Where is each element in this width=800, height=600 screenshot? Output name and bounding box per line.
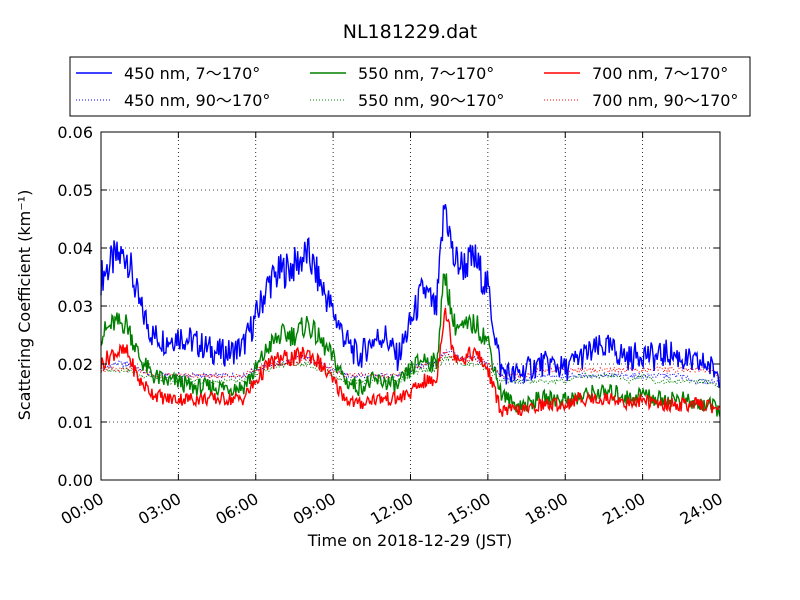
y-tick-label: 0.06	[57, 123, 93, 142]
series-line	[100, 349, 721, 385]
series-line	[100, 307, 721, 417]
y-tick-label: 0.03	[57, 297, 93, 316]
y-tick-label: 0.04	[57, 239, 93, 258]
chart-title: NL181229.dat	[343, 21, 478, 43]
legend-label: 700 nm, 90～170°	[592, 91, 738, 110]
y-axis-label: Scattering Coefficient (km⁻¹)	[15, 190, 34, 421]
legend-label: 550 nm, 90～170°	[358, 91, 504, 110]
plot-area: 00:00 03:00 06:00 09:00 12:00 15:00 18:00 21:00…	[57, 123, 726, 529]
legend-label: 450 nm, 90～170°	[124, 91, 270, 110]
x-axis-label: Time on 2018-12-29 (JST)	[307, 531, 512, 550]
y-tick-label: 0.00	[57, 471, 93, 490]
legend-label: 550 nm, 7～170°	[358, 64, 494, 83]
plot-background	[101, 132, 720, 480]
y-tick-label: 0.01	[57, 413, 93, 432]
series-line	[100, 203, 721, 388]
legend-frame	[69, 56, 751, 117]
legend: 450 nm, 7～170° 450 nm, 90～170° 550 nm, 7～1…	[69, 56, 751, 117]
y-tick-label: 0.05	[57, 181, 93, 200]
legend-label: 700 nm, 7～170°	[592, 64, 728, 83]
y-tick-label: 0.02	[57, 355, 93, 374]
series-line	[100, 349, 721, 380]
series-lines	[100, 203, 721, 417]
legend-label: 450 nm, 7～170°	[124, 64, 260, 83]
series-line	[100, 273, 721, 417]
